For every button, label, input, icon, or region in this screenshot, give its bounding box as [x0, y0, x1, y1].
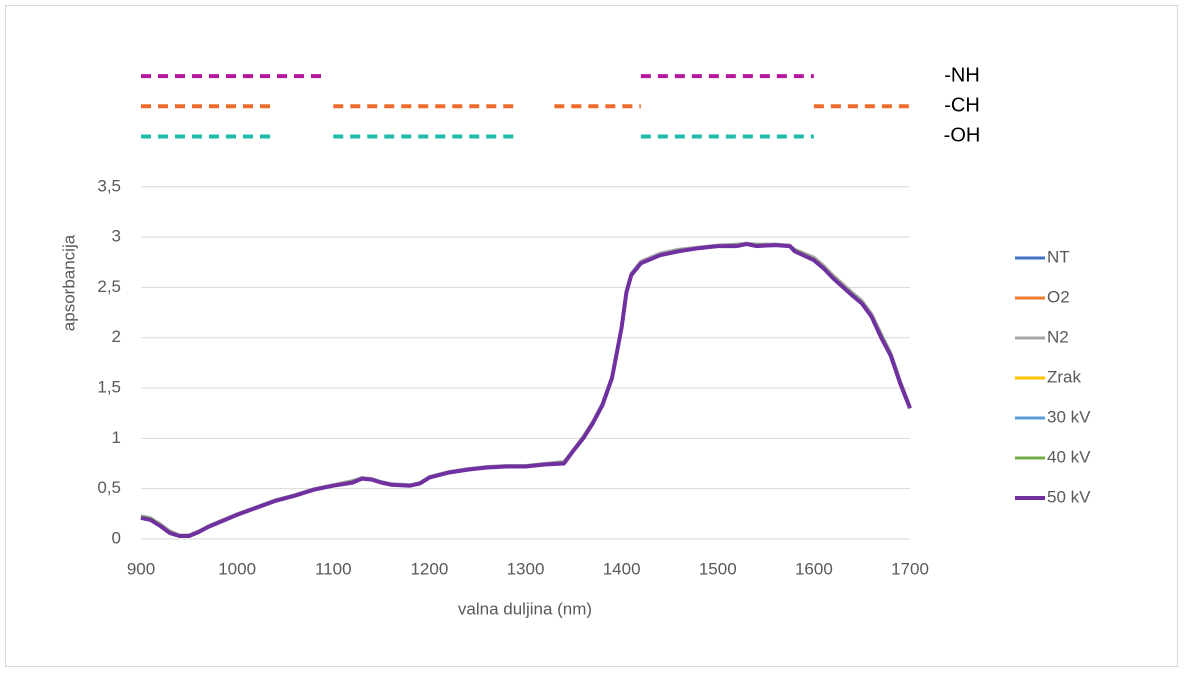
- y-axis-title: apsorbancija: [59, 234, 78, 331]
- x-tick-label: 1300: [507, 559, 545, 578]
- x-tick-label: 900: [127, 559, 155, 578]
- y-tick-label: 0: [112, 528, 121, 547]
- x-tick-label: 1100: [315, 559, 352, 578]
- y-tick-label: 2,5: [97, 277, 121, 296]
- x-tick-label: 1400: [603, 559, 641, 578]
- x-tick-label: 1600: [795, 559, 833, 578]
- chart-border: [5, 5, 1178, 667]
- band-label: -NH: [944, 64, 980, 86]
- legend-label: Zrak: [1047, 367, 1082, 386]
- band-label: -CH: [944, 95, 980, 117]
- band-label: -OH: [944, 125, 981, 147]
- y-tick-label: 3: [112, 227, 121, 246]
- legend-label: 50 kV: [1047, 487, 1091, 506]
- y-tick-label: 0,5: [97, 478, 121, 497]
- y-tick-label: 1,5: [97, 378, 121, 397]
- x-tick-label: 1000: [218, 559, 256, 578]
- y-tick-label: 3,5: [97, 176, 121, 195]
- x-tick-label: 1700: [891, 559, 929, 578]
- series-line: [140, 242, 912, 538]
- x-axis-title: valna duljina (nm): [458, 599, 592, 618]
- legend-label: NT: [1047, 247, 1070, 266]
- x-tick-label: 1200: [410, 559, 448, 578]
- y-tick-label: 1: [112, 428, 121, 447]
- y-tick-label: 2: [112, 327, 121, 346]
- legend-label: N2: [1047, 327, 1069, 346]
- legend-label: 40 kV: [1047, 447, 1091, 466]
- x-tick-label: 1500: [699, 559, 737, 578]
- legend-label: 30 kV: [1047, 407, 1091, 426]
- legend-label: O2: [1047, 287, 1070, 306]
